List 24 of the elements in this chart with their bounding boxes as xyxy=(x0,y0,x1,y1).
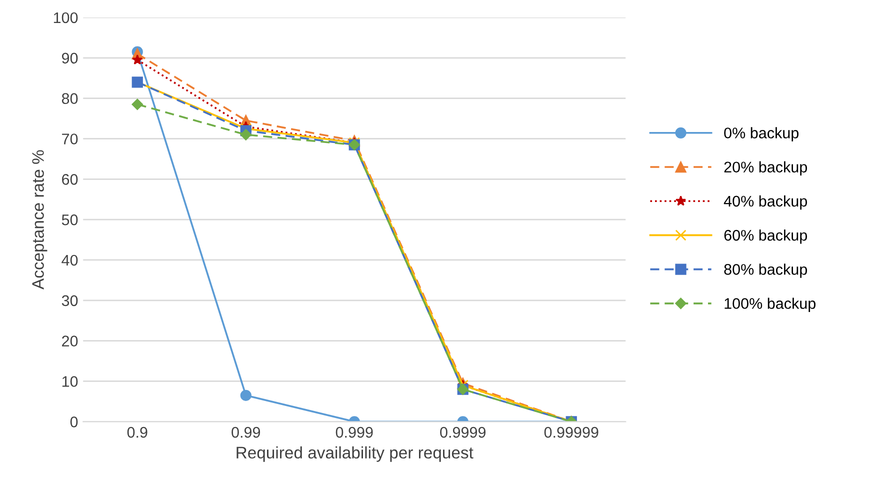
y-tick-label: 10 xyxy=(62,376,78,387)
x-tick-label: 0.9 xyxy=(127,426,148,438)
y-tick-label: 100 xyxy=(54,12,78,24)
legend-label: 80% backup xyxy=(724,264,808,278)
x-tick-label: 0.99999 xyxy=(544,426,598,438)
x-tick-label: 0.9999 xyxy=(440,426,486,438)
legend-label: 0% backup xyxy=(724,127,799,142)
y-axis-title: Acceptance rate % xyxy=(32,150,48,290)
legend-label: 100% backup xyxy=(724,298,816,312)
x-axis-title: Required availability per request xyxy=(236,446,474,462)
legend-label: 60% backup xyxy=(724,229,808,244)
y-tick-label: 30 xyxy=(62,295,78,306)
y-tick-label: 70 xyxy=(62,134,78,144)
y-tick-label: 50 xyxy=(62,214,78,226)
y-tick-label: 80 xyxy=(62,93,78,104)
legend-label: 40% backup xyxy=(724,195,808,210)
y-tick-label: 60 xyxy=(62,174,78,185)
legend-label: 20% backup xyxy=(724,161,808,176)
x-tick-label: 0.999 xyxy=(336,426,373,438)
y-tick-label: 20 xyxy=(62,336,78,347)
x-tick-label: 0.99 xyxy=(232,426,260,438)
y-tick-label: 0 xyxy=(70,416,78,428)
y-tick-label: 90 xyxy=(62,52,78,64)
y-tick-label: 40 xyxy=(62,254,78,266)
